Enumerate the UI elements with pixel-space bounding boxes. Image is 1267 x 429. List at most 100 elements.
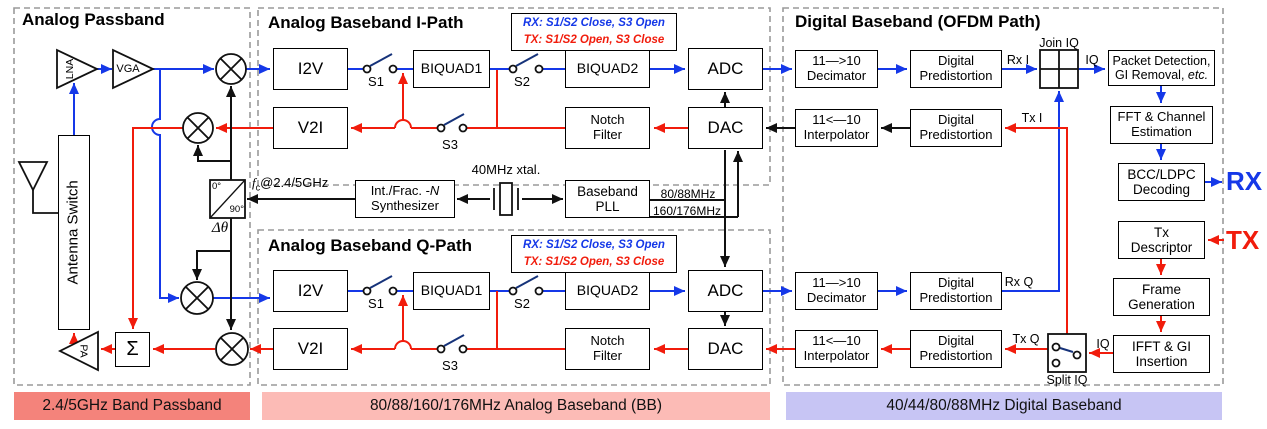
sigma-symbol: Σ [126, 338, 139, 361]
note-rx-line: RX: S1/S2 Close, S3 Open [523, 239, 665, 252]
switch-s1-q-icon [362, 275, 398, 296]
clk1-label: 80/88MHz [660, 187, 716, 201]
pa-amplifier-icon [57, 330, 99, 372]
lna-amplifier-icon [56, 48, 100, 90]
switch-s2-q-icon [508, 275, 544, 296]
packet-line2b: etc. [1187, 68, 1209, 82]
s1-i-label: S1 [368, 74, 384, 89]
vga-label: VGA [116, 63, 140, 75]
summer-block: Σ [115, 332, 150, 367]
switch-s3-q-icon [436, 334, 468, 354]
packet-line2: GI Removal, etc. [1115, 68, 1208, 82]
biquad2-q-block: BIQUAD2 [565, 272, 650, 310]
interpolator-i-block: 11<—10 Interpolator [795, 109, 878, 147]
txd-line1: Tx [1154, 224, 1169, 240]
digital-footer-bar: 40/44/80/88MHz Digital Baseband [786, 392, 1222, 420]
clk2-label: 160/176MHz [652, 204, 722, 218]
rx-output-label: RX [1226, 166, 1263, 196]
dac-q-block: DAC [688, 328, 763, 370]
dpd-line2: Predistortion [919, 68, 993, 83]
notch-filter-q-block: Notch Filter [565, 328, 650, 370]
split-iq-icon [1047, 333, 1087, 373]
qpath-title: Analog Baseband Q-Path [268, 236, 473, 255]
notch-line2: Filter [593, 127, 622, 142]
v2i-i-block: V2I [273, 107, 348, 149]
packet-line2a: GI Removal, [1114, 68, 1188, 82]
passband-title: Analog Passband [22, 10, 165, 29]
tx-descriptor-block: Tx Descriptor [1118, 221, 1205, 259]
decimator-line2: Decimator [806, 68, 867, 83]
vga-label-wrap: VGA [112, 59, 144, 79]
deg90-label: 90° [229, 204, 244, 215]
adc-i-block: ADC [688, 48, 763, 90]
biquad1-q-block: BIQUAD1 [413, 272, 490, 310]
packet-detection-block: Packet Detection, GI Removal, etc. [1108, 50, 1215, 86]
fc-sub: c [255, 182, 261, 193]
decimator-i-block: 11—>10 Decimator [795, 50, 878, 88]
decimator-line1: 11—>10 [812, 53, 861, 69]
adc-q-block: ADC [688, 270, 763, 312]
pll-line2: PLL [595, 199, 620, 214]
decimator-line1: 11—>10 [812, 275, 861, 291]
interpolator-line1: 11<—10 [812, 333, 861, 349]
s3-i-label: S3 [442, 137, 458, 152]
fc-label: fc@2.4/5GHz [252, 175, 354, 193]
delta-theta-label: Δθ [211, 220, 229, 236]
join-iq-label: Join IQ [1039, 36, 1079, 50]
synth-line1a: Int./Frac. - [370, 183, 430, 199]
dpd-line1: Digital [937, 333, 975, 349]
tx-input-label: TX [1226, 225, 1260, 255]
qpath-switch-note: RX: S1/S2 Close, S3 Open TX: S1/S2 Open,… [511, 235, 677, 273]
ifft-line1: IFFT & GI [1131, 338, 1191, 354]
synth-line1b: N [429, 183, 440, 199]
dpd-line2: Predistortion [919, 290, 993, 305]
xtal-label: 40MHz xtal. [471, 162, 541, 177]
frame-line2: Generation [1128, 297, 1195, 312]
join-iq-icon [1039, 49, 1079, 89]
interpolator-q-block: 11<—10 Interpolator [795, 330, 878, 368]
s2-i-label: S2 [514, 74, 530, 89]
lna-label-wrap: LNA [52, 52, 88, 86]
mixer-rx-i-icon [215, 53, 247, 85]
s2-q-label: S2 [514, 296, 530, 311]
decimator-q-block: 11—>10 Decimator [795, 272, 878, 310]
interpolator-line2: Interpolator [803, 348, 870, 363]
bcc-line1: BCC/LDPC [1127, 166, 1196, 182]
s1-q-label: S1 [368, 296, 384, 311]
ipath-switch-note: RX: S1/S2 Close, S3 Open TX: S1/S2 Open,… [511, 13, 677, 51]
switch-s2-i-icon [508, 53, 544, 74]
crystal-icon [493, 182, 519, 216]
dpd-rx-q-block: Digital Predistortion [910, 272, 1002, 310]
antenna-switch-label: Antenna Switch [64, 180, 82, 285]
rx-q-label: Rx Q [1004, 275, 1034, 289]
pa-label: PA [77, 344, 90, 358]
ifft-line2: Insertion [1135, 354, 1188, 369]
dpd-tx-q-block: Digital Predistortion [910, 330, 1002, 368]
synth-line2: Synthesizer [371, 198, 439, 213]
synthesizer-block: Int./Frac. -N Synthesizer [355, 180, 455, 218]
notch-line1: Notch [590, 333, 625, 349]
analog-footer-bar: 80/88/160/176MHz Analog Baseband (BB) [262, 392, 770, 420]
bcc-line2: Decoding [1132, 182, 1191, 197]
ifft-gi-block: IFFT & GI Insertion [1113, 335, 1210, 373]
switch-s3-i-icon [436, 113, 468, 133]
s3-q-label: S3 [442, 358, 458, 373]
interpolator-line2: Interpolator [803, 127, 870, 142]
vga-amplifier-icon [112, 48, 156, 90]
lo-clock-wires [192, 86, 910, 330]
quadrature-splitter-icon [209, 179, 246, 219]
rx-signal-wires [69, 64, 1222, 303]
fft-line2: Estimation [1131, 124, 1192, 139]
v2i-q-block: V2I [273, 328, 348, 370]
dpd-line1: Digital [937, 112, 975, 128]
biquad2-i-block: BIQUAD2 [565, 50, 650, 88]
digital-title: Digital Baseband (OFDM Path) [795, 12, 1041, 31]
dpd-rx-i-block: Digital Predistortion [910, 50, 1002, 88]
biquad1-i-block: BIQUAD1 [413, 50, 490, 88]
dac-i-block: DAC [688, 107, 763, 149]
synth-line1: Int./Frac. -N [371, 184, 440, 199]
fft-channel-block: FFT & Channel Estimation [1110, 106, 1213, 144]
rx-i-label: Rx I [1006, 53, 1030, 67]
antenna-switch-block: Antenna Switch [58, 135, 90, 330]
frame-line1: Frame [1141, 281, 1181, 297]
